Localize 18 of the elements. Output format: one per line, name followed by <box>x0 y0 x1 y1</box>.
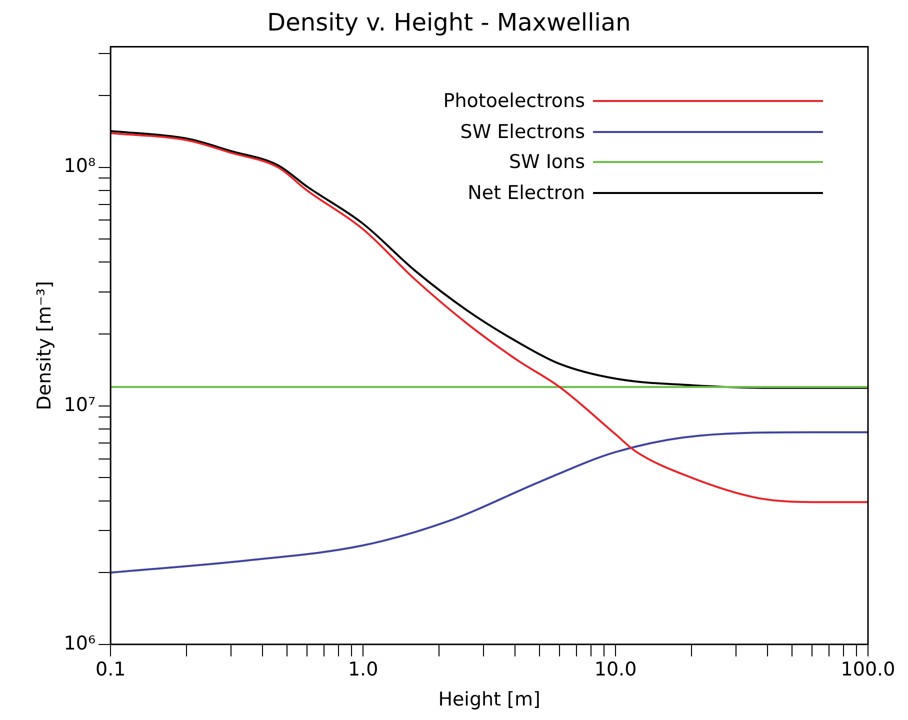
x-tick-label: 0.1 <box>95 658 126 681</box>
legend-label: SW Electrons <box>460 120 585 143</box>
y-axis-title: Density [m⁻³] <box>33 280 56 410</box>
y-tick-label: 10⁷ <box>64 394 96 416</box>
legend-entry: Photoelectrons <box>443 88 823 114</box>
legend-label: Net Electron <box>468 182 585 204</box>
x-tick-label: 10.0 <box>594 658 637 681</box>
legend-label: Photoelectrons <box>443 90 585 112</box>
x-axis-title: Height [m] <box>438 688 540 711</box>
x-tick-label: 100.0 <box>840 658 896 681</box>
y-tick-label: 10⁸ <box>64 155 96 178</box>
x-tick-label: 1.0 <box>348 658 378 681</box>
y-tick-label: 10⁶ <box>64 632 96 654</box>
legend-label: SW Ions <box>508 151 585 174</box>
legend-entry: SW Ions <box>443 150 823 174</box>
chart-title: Density v. Height - Maxwellian <box>267 8 631 37</box>
legend-entry: SW Electrons <box>443 119 823 144</box>
legend-entry: Net Electron <box>443 180 823 205</box>
